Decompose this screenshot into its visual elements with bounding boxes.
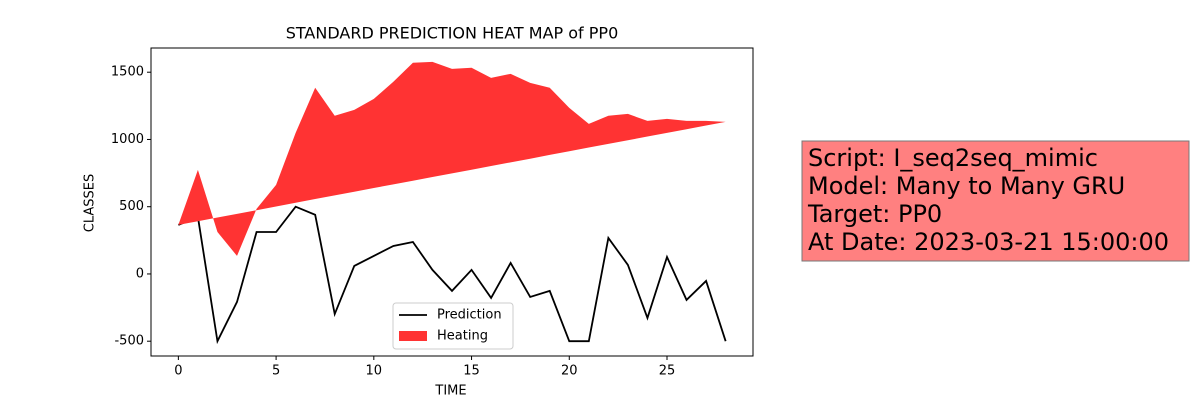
legend-label: Heating xyxy=(437,329,488,344)
y-tick-label: 0 xyxy=(136,266,144,281)
legend-label: Prediction xyxy=(437,308,502,323)
chart-title: STANDARD PREDICTION HEAT MAP of PP0 xyxy=(286,24,619,43)
y-tick-label: 1500 xyxy=(111,65,144,80)
y-tick-label: 1000 xyxy=(111,132,144,147)
x-tick-label: 15 xyxy=(463,364,480,379)
prediction-line xyxy=(178,205,727,345)
annotation-box xyxy=(801,140,1190,262)
plot-frame xyxy=(150,47,754,357)
annotation-line: Script: I_seq2seq_mimic xyxy=(808,144,1098,172)
y-tick-label: 500 xyxy=(119,199,144,214)
x-tick-label: 0 xyxy=(174,364,182,379)
annotation-line: Model: Many to Many GRU xyxy=(808,172,1125,200)
annotation-line: Target: PP0 xyxy=(807,200,942,228)
annotation-line: At Date: 2023-03-21 15:00:00 xyxy=(808,228,1169,256)
x-axis-label: TIME xyxy=(434,384,466,399)
x-tick-label: 25 xyxy=(659,364,676,379)
legend-swatch xyxy=(399,331,427,341)
y-axis-label: CLASSES xyxy=(83,174,98,232)
y-tick-label: -500 xyxy=(114,334,144,349)
x-tick-label: 5 xyxy=(272,364,280,379)
heating-band xyxy=(178,61,726,256)
x-tick-label: 20 xyxy=(561,364,578,379)
x-tick-label: 10 xyxy=(366,364,383,379)
